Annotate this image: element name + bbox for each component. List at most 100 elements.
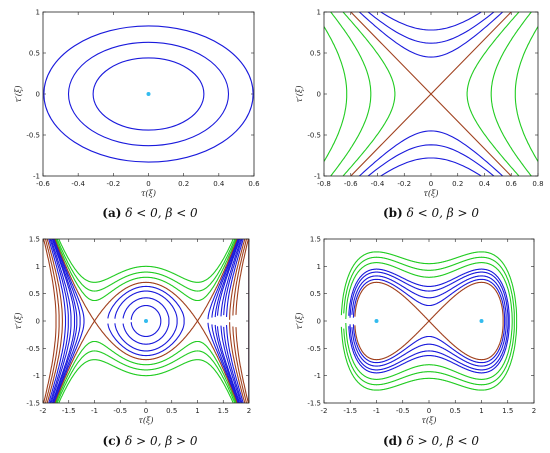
y-tick-label: -1 — [314, 173, 321, 181]
x-tick-label: 0.4 — [213, 180, 225, 188]
orbit — [130, 304, 162, 338]
y-tick-label: -1.5 — [26, 400, 40, 408]
y-tick-label: 0.5 — [310, 50, 321, 58]
y-axis-label: τ′(ξ) — [295, 313, 304, 330]
separatrix — [54, 239, 249, 403]
x-tick-label: 1 — [479, 407, 483, 415]
outer-branch — [490, 12, 532, 176]
x-tick-label: -0.2 — [397, 180, 411, 188]
x-tick-label: -1 — [91, 407, 98, 415]
edge-orbit — [46, 239, 63, 403]
plot-frame — [42, 238, 250, 404]
edge-orbit — [44, 239, 60, 403]
y-tick-label: -1 — [33, 372, 40, 380]
orbit — [351, 275, 507, 367]
plot-frame — [323, 238, 535, 404]
curves — [43, 239, 249, 403]
x-tick-label: -0.4 — [71, 180, 85, 188]
orbit — [43, 25, 254, 163]
x-tick-label: -0.8 — [317, 180, 331, 188]
x-tick-label: -1.5 — [62, 407, 76, 415]
x-tick-label: 0.2 — [452, 180, 463, 188]
y-tick-label: -1 — [314, 372, 321, 380]
x-tick-label: 0.5 — [166, 407, 177, 415]
orbit — [122, 297, 170, 345]
y-tick-label: 1.5 — [310, 236, 321, 244]
orbit — [349, 271, 509, 371]
y-tick-label: 0.5 — [29, 50, 40, 58]
edge-orbit — [50, 239, 72, 403]
y-axis-label: τ′(ξ) — [14, 86, 23, 103]
y-tick-label: 0 — [36, 91, 40, 99]
edge-orbit — [49, 239, 69, 403]
outer-orbit — [345, 262, 513, 380]
orbit — [92, 57, 205, 131]
x-axis-label: τ(ξ) — [423, 189, 438, 198]
x-tick-label: -0.6 — [36, 180, 50, 188]
panel-c: -2 -1.5 -1 -0.5 0 0.5 1 1.5 2-1.5-1-0.500.511.5τ… — [14, 236, 251, 426]
panel-b: -0.8 -0.6 -0.4 -0.2 0 0.2 0.4 0.6 0.8 -1 -0.5 0 0.5 1… — [295, 9, 544, 199]
y-tick-label: -1 — [33, 173, 40, 181]
orbit-branch — [367, 12, 495, 44]
edge-orbit — [48, 239, 67, 403]
x-tick-label: 0 — [144, 407, 148, 415]
orbit — [216, 239, 249, 403]
edge-orbit — [232, 239, 249, 403]
outer-branch — [330, 12, 372, 176]
outer-branch — [466, 12, 520, 176]
orbit — [348, 268, 510, 374]
orbit — [207, 239, 249, 403]
caption-c: (c) δ > 0, β > 0 — [103, 434, 198, 448]
edge-orbit — [223, 239, 249, 403]
y-tick-label: 0.5 — [310, 290, 321, 298]
y-tick-label: 0 — [36, 318, 40, 326]
curves — [43, 25, 254, 163]
outer-orbit — [343, 256, 515, 386]
y-tick-label: -0.5 — [307, 345, 321, 353]
y-tick-label: -0.5 — [307, 132, 321, 140]
x-tick-label: -0.4 — [371, 180, 385, 188]
x-tick-label: 2 — [532, 407, 536, 415]
x-axis-label: τ(ξ) — [421, 416, 436, 425]
edge-orbit — [43, 239, 57, 403]
y-tick-label: 1 — [36, 9, 40, 17]
y-axis-label: τ′(ξ) — [14, 313, 23, 330]
outer-branch — [514, 25, 538, 163]
outer-orbit — [56, 239, 249, 403]
orbit — [52, 239, 78, 403]
panel-a: -0.6 -0.4 -0.2 0 0.2 0.4 0.6 -1 -0.5 0 0.5 1 τ(ξ) τ′(… — [14, 9, 260, 199]
y-tick-label: 1 — [317, 9, 321, 17]
center-point — [144, 319, 148, 323]
y-tick-label: 1 — [36, 263, 40, 271]
orbit — [114, 290, 178, 352]
outer-orbit — [340, 251, 518, 391]
x-tick-label: 0.6 — [506, 180, 518, 188]
y-tick-label: 1 — [317, 263, 321, 271]
orbit — [53, 239, 81, 403]
x-tick-label: -1.5 — [343, 407, 357, 415]
y-tick-label: 1.5 — [29, 236, 40, 244]
x-tick-label: 0.6 — [248, 180, 260, 188]
caption-b: (b) δ < 0, β > 0 — [383, 206, 479, 220]
orbit — [107, 285, 185, 357]
x-tick-label: -0.2 — [106, 180, 120, 188]
y-tick-label: -1.5 — [307, 400, 321, 408]
x-tick-label: -0.5 — [113, 407, 127, 415]
caption-a: (a) δ < 0, β < 0 — [102, 206, 198, 220]
plot-frame — [323, 11, 539, 177]
outer-branch — [342, 12, 396, 176]
orbit — [67, 41, 230, 147]
orbit-branch — [379, 157, 483, 176]
x-tick-label: 0.8 — [532, 180, 543, 188]
y-axis-label: τ′(ξ) — [295, 86, 304, 103]
orbit-branch — [379, 12, 483, 31]
x-tick-label: 0 — [427, 407, 431, 415]
x-tick-label: 0.2 — [178, 180, 189, 188]
x-axis-label: τ(ξ) — [141, 189, 156, 198]
separatrix — [354, 281, 504, 361]
x-tick-label: -2 — [321, 407, 328, 415]
center-point — [479, 319, 484, 323]
x-tick-label: 0.4 — [479, 180, 491, 188]
x-tick-label: -0.6 — [344, 180, 358, 188]
